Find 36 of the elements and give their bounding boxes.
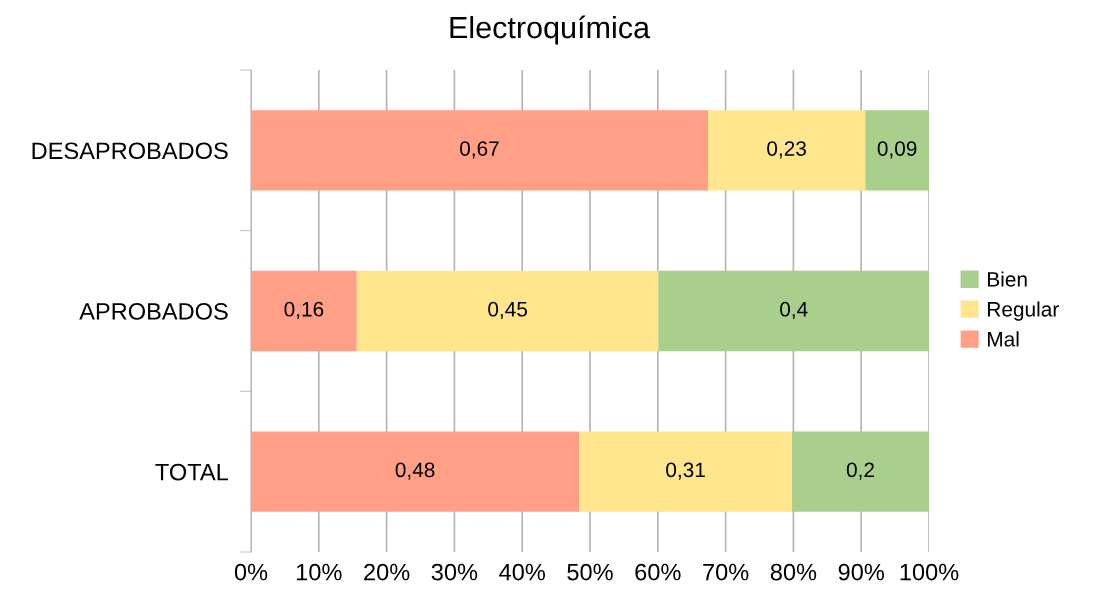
y-tick-label: APROBADOS [79, 303, 228, 320]
bar [356, 270, 659, 352]
x-tick-label: 10% [296, 563, 342, 581]
legend-label: Bien [988, 271, 1027, 287]
x-tick-label: 90% [838, 563, 884, 581]
x-tick-label: 0% [234, 563, 268, 581]
data-label: 0,09 [877, 141, 917, 159]
x-tick-label: 30% [431, 563, 478, 581]
bar [792, 431, 929, 512]
data-label: 0,48 [395, 462, 435, 480]
data-label: 0,4 [780, 301, 808, 320]
bar [579, 431, 793, 512]
y-tick-label: DESAPROBADOS [32, 142, 228, 160]
data-label: 0,2 [846, 462, 874, 480]
x-tick-label: 20% [364, 563, 410, 581]
x-tick-label: 80% [770, 563, 817, 581]
data-label: 0,45 [488, 301, 528, 320]
bar [865, 110, 929, 191]
data-label: 0,23 [767, 141, 806, 159]
data-label: 0,16 [284, 301, 324, 320]
bar [251, 110, 708, 191]
data-label: 0,31 [666, 462, 705, 480]
data-label: 0,67 [460, 141, 499, 159]
x-tick-label: 60% [635, 563, 681, 581]
bar [707, 110, 866, 191]
x-tick-label: 70% [703, 563, 749, 581]
x-tick-label: 100% [900, 563, 959, 581]
bar [251, 270, 357, 352]
x-tick-label: 40% [499, 563, 545, 581]
legend-label: Regular [988, 301, 1059, 321]
x-tick-label: 50% [567, 563, 613, 581]
chart-title: Electroquímica [450, 15, 651, 45]
bar [251, 431, 580, 512]
legend-label: Mal [988, 331, 1019, 347]
bar [658, 270, 929, 352]
y-tick-label: TOTAL [155, 463, 228, 481]
